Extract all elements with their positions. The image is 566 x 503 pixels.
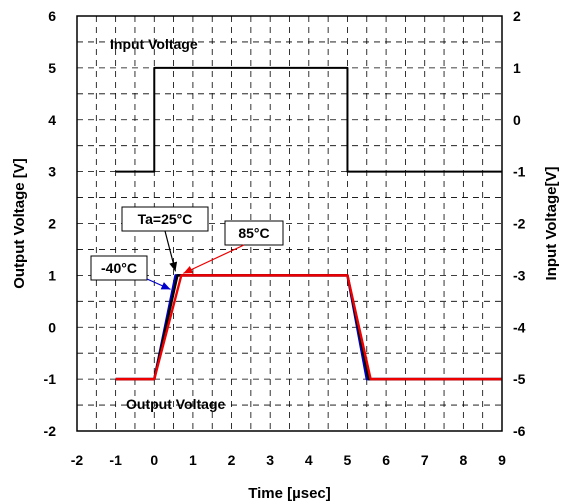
grid-lines xyxy=(77,16,502,431)
arrow-minus40c-head xyxy=(160,282,171,290)
arrow-85c-head xyxy=(183,265,194,274)
annotations: Input Voltage Output Voltage Ta=25°C 85°C -4… xyxy=(90,36,284,412)
ta25-arrow-head xyxy=(169,261,178,272)
right-tick-label: -4 xyxy=(513,319,526,335)
ta25-label-box xyxy=(121,206,209,232)
right-tick-label: 0 xyxy=(513,112,521,128)
x-tick-label: 4 xyxy=(305,452,313,468)
series-line xyxy=(115,66,502,173)
left-tick-label: -1 xyxy=(44,371,57,387)
tick-labels: -2 -1 0 1 2 3 4 5 6 7 8 9 -2 -1 0 1 2 3 4 5 6 -6 -5 -4 -3 -2 -1 0 1 2 xyxy=(44,8,526,468)
right-tick-label: -2 xyxy=(513,216,526,232)
right-tick-label: -5 xyxy=(513,371,526,387)
right-tick-label: 1 xyxy=(513,60,521,76)
left-tick-label: 2 xyxy=(48,216,56,232)
x-tick-label: -1 xyxy=(109,452,122,468)
right-axis-title: Input Voltage[V] xyxy=(543,167,560,281)
arrow-85c xyxy=(183,244,245,274)
x-tick-label: 0 xyxy=(150,452,158,468)
left-tick-label: 3 xyxy=(48,164,56,180)
left-tick-label: 0 xyxy=(48,319,56,335)
ta25-label: Ta=25°C xyxy=(138,211,193,227)
label-minus40c: -40°C xyxy=(101,260,137,276)
left-tick-label: 1 xyxy=(48,267,56,283)
left-tick-label: 4 xyxy=(48,112,56,128)
x-tick-label: 6 xyxy=(382,452,390,468)
x-tick-label: 3 xyxy=(266,452,274,468)
x-tick-label: -2 xyxy=(71,452,84,468)
x-tick-label: 7 xyxy=(421,452,429,468)
right-tick-label: -1 xyxy=(513,164,526,180)
series-lines xyxy=(115,66,502,381)
x-axis-title: Time [µsec] xyxy=(248,485,331,502)
label-minus40c-box xyxy=(90,255,148,281)
left-axis-title: Output Voltage [V] xyxy=(11,158,28,289)
plot-frame xyxy=(76,15,503,432)
left-tick-label: -2 xyxy=(44,423,57,439)
x-tick-label: 9 xyxy=(498,452,506,468)
x-tick-label: 2 xyxy=(228,452,236,468)
x-tick-label: 1 xyxy=(189,452,197,468)
x-tick-label: 5 xyxy=(344,452,352,468)
left-tick-label: 6 xyxy=(48,8,56,24)
input-voltage-label: Input Voltage xyxy=(110,36,198,52)
series-line xyxy=(115,274,502,381)
x-tick-label: 8 xyxy=(459,452,467,468)
right-tick-label: 2 xyxy=(513,8,521,24)
left-tick-label: 5 xyxy=(48,60,56,76)
right-tick-label: -3 xyxy=(513,267,526,283)
label-85c-box xyxy=(224,220,284,246)
label-85c: 85°C xyxy=(238,225,269,241)
right-tick-label: -6 xyxy=(513,423,526,439)
output-voltage-label: Output Voltage xyxy=(126,396,225,412)
